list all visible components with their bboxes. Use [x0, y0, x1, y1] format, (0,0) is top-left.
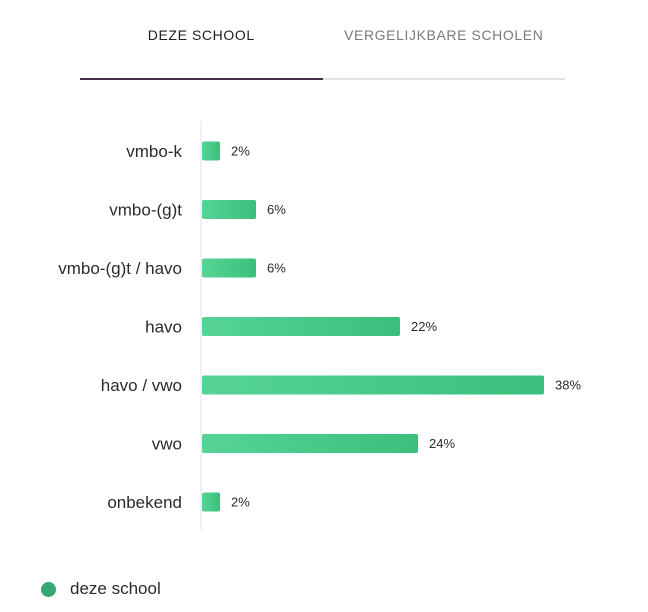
value-label: 38% [555, 378, 581, 393]
value-label: 2% [231, 495, 250, 510]
bar-chart: vmbo-k 2% vmbo-(g)t 6% vmbo-(g)t / havo 6% hav… [58, 121, 581, 530]
category-label: vmbo-k [126, 142, 182, 161]
tab-label: DEZE SCHOOL [147, 27, 255, 43]
bar[interactable] [202, 434, 418, 453]
bar[interactable] [202, 492, 220, 512]
bar[interactable] [202, 258, 256, 278]
value-label: 6% [267, 202, 286, 217]
tab-label: VERGELIJKBARE SCHOLEN [344, 27, 544, 43]
legend-label: deze school [70, 579, 161, 598]
bars: vmbo-k 2% vmbo-(g)t 6% vmbo-(g)t / havo 6% hav… [58, 141, 581, 512]
category-label: onbekend [107, 493, 182, 512]
tab-deze-school[interactable]: DEZE SCHOOL [80, 0, 323, 80]
tab-vergelijkbare-scholen[interactable]: VERGELIJKBARE SCHOLEN [323, 0, 566, 78]
category-label: havo / vwo [101, 376, 182, 395]
bar[interactable] [202, 200, 256, 219]
bar[interactable] [202, 375, 544, 395]
category-label: vwo [152, 435, 182, 454]
bar[interactable] [202, 141, 220, 161]
bar[interactable] [202, 317, 400, 336]
value-label: 22% [411, 319, 437, 334]
legend-dot-icon [41, 581, 56, 597]
value-label: 24% [429, 436, 455, 451]
category-label: vmbo-(g)t / havo [58, 259, 182, 278]
category-label: vmbo-(g)t [109, 201, 182, 220]
value-label: 6% [267, 261, 286, 276]
category-label: havo [145, 318, 182, 337]
legend: deze school [41, 579, 161, 599]
tab-bar: DEZE SCHOOL VERGELIJKBARE SCHOLEN [80, 0, 565, 80]
value-label: 2% [231, 144, 250, 159]
